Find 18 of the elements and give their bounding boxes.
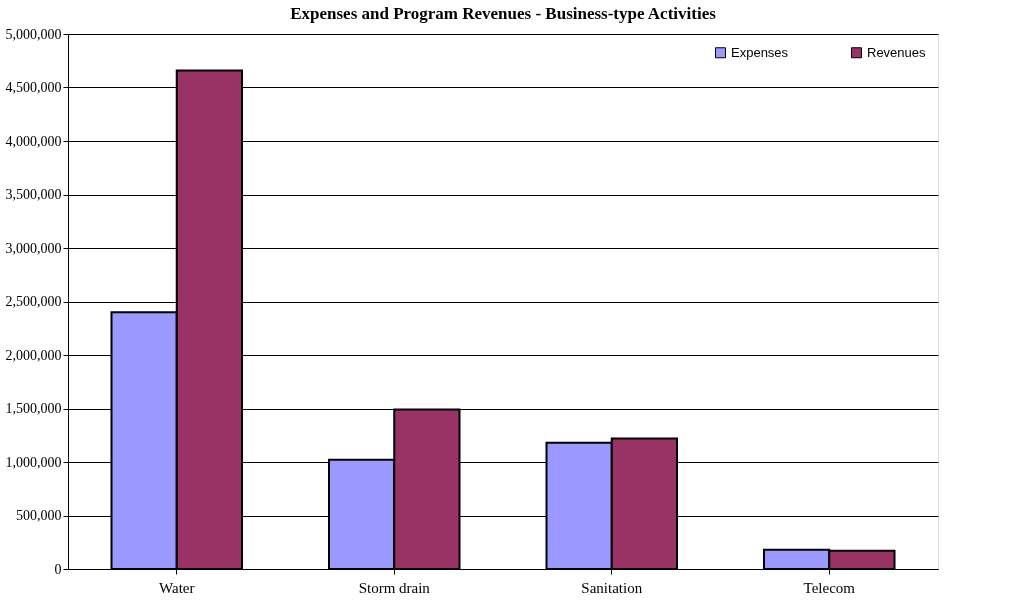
y-tick-label: 0 xyxy=(54,561,62,577)
x-tick-label: Water xyxy=(159,579,195,596)
y-tick-label: 1,500,000 xyxy=(5,401,62,416)
chart-title: Expenses and Program Revenues - Business-type Activities xyxy=(290,4,717,23)
y-tick-label: 2,000,000 xyxy=(5,347,62,363)
y-tick-label: 4,500,000 xyxy=(5,80,62,95)
y-tick-label: 2,500,000 xyxy=(5,294,62,309)
x-tick-label: Storm drain xyxy=(358,579,431,596)
y-tick-label: 3,500,000 xyxy=(5,187,62,202)
y-tick-label: 4,000,000 xyxy=(5,133,62,149)
y-tick-label: 500,000 xyxy=(16,508,62,523)
x-tick-label: Telecom xyxy=(803,579,856,596)
legend-label: Expenses xyxy=(731,44,789,60)
x-tick-label: Sanitation xyxy=(581,579,643,596)
y-tick-label: 3,000,000 xyxy=(5,240,62,256)
y-tick-label: 5,000,000 xyxy=(5,26,62,42)
y-tick-label: 1,000,000 xyxy=(5,454,62,470)
legend-label: Revenues xyxy=(867,44,927,60)
